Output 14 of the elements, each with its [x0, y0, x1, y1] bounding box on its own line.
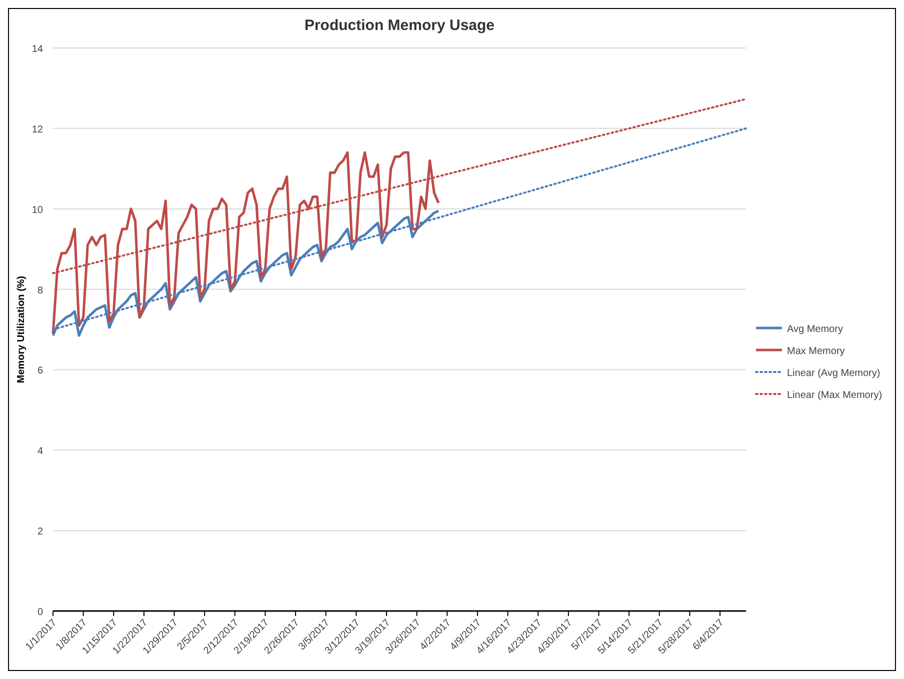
y-tick-label: 6: [37, 366, 44, 377]
chart-title: Production Memory Usage: [304, 17, 495, 34]
legend-label: Max Memory: [787, 346, 845, 357]
y-tick-label: 10: [32, 204, 44, 216]
legend-label: Linear (Max Memory): [787, 390, 882, 401]
legend-label: Avg Memory: [787, 324, 843, 335]
y-tick-label: 4: [37, 446, 44, 458]
y-tick-label: 12: [32, 124, 44, 136]
legend-label: Linear (Avg Memory): [787, 368, 880, 379]
y-tick-label: 2: [37, 526, 44, 538]
y-tick-label: 8: [37, 285, 44, 296]
y-tick-label: 14: [32, 44, 44, 55]
y-axis-title: Memory Utilization (%): [16, 276, 27, 384]
y-tick-label: 0: [37, 607, 44, 618]
